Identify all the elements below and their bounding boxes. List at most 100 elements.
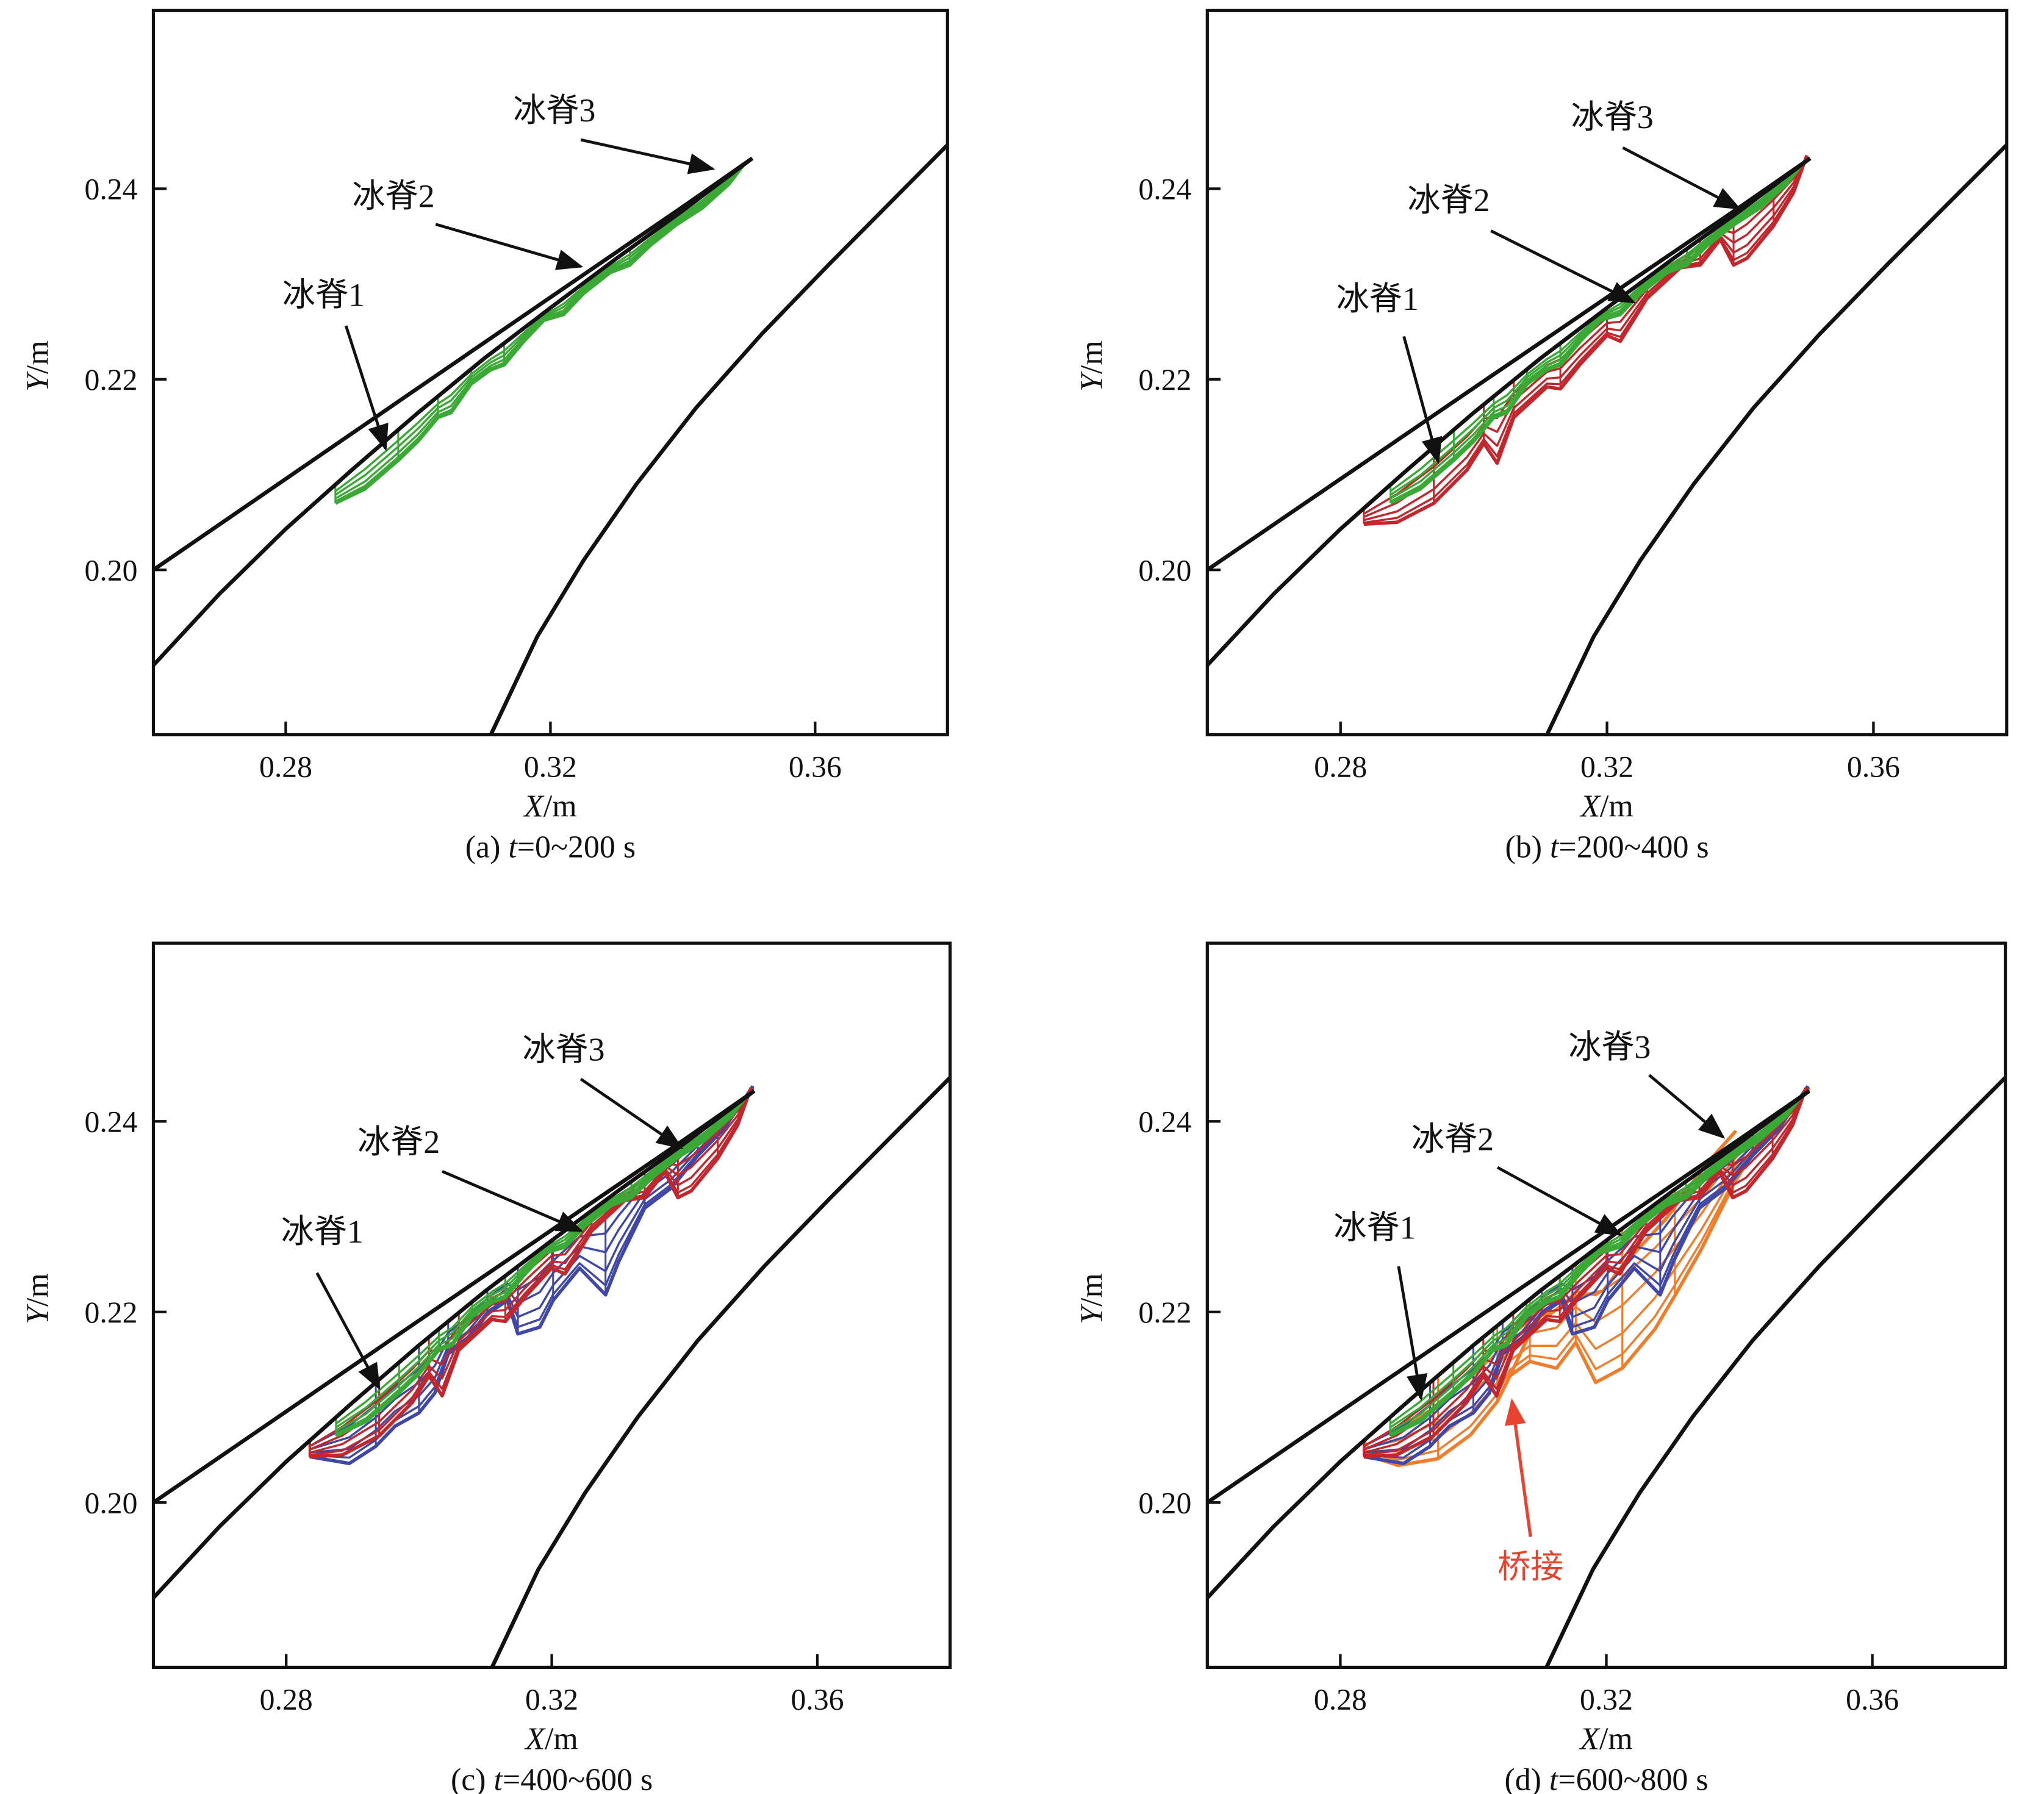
plot-area xyxy=(153,143,948,735)
caption-var: t xyxy=(508,830,518,865)
ice-growth-line-green xyxy=(335,1094,749,1432)
x-axis-unit: /m xyxy=(545,1721,578,1756)
x-tick-label: 0.28 xyxy=(259,750,312,784)
panel-d: 0.28 0.32 0.360.200.220.24X/mY/m(d) t=600~… xyxy=(1074,941,2007,1794)
x-tick-label: 0.36 xyxy=(1847,750,1900,784)
y-axis-unit: /m xyxy=(1074,1273,1109,1307)
ice-outline-orange xyxy=(1364,1086,1811,1468)
y-axis-label: Y/m xyxy=(1074,1273,1109,1324)
slat-lower-line xyxy=(153,1089,756,1599)
slat-lower-line xyxy=(153,156,754,667)
x-axis-label: X/m xyxy=(524,1721,578,1756)
annotation-ridge2: 冰脊2 xyxy=(357,1124,440,1160)
y-axis-unit: /m xyxy=(1074,340,1109,374)
x-axis-var: X xyxy=(1579,789,1601,824)
y-tick-label: 0.22 xyxy=(85,1296,138,1329)
y-axis-var: Y xyxy=(1074,371,1109,392)
annotation-ridge1: 冰脊1 xyxy=(1333,1210,1416,1246)
y-tick-label: 0.22 xyxy=(1138,1296,1191,1329)
annotation-ridge2: 冰脊2 xyxy=(1408,182,1490,218)
x-tick-label: 0.28 xyxy=(260,1683,313,1717)
ice-growth-line-green xyxy=(335,162,747,500)
y-axis-label: Y/m xyxy=(1074,340,1109,392)
ice-outline-green xyxy=(334,161,747,505)
ice-outline-blue xyxy=(1364,1085,1810,1465)
caption-suffix: =200~400 s xyxy=(1558,830,1709,865)
ice-growth-line-green xyxy=(335,1094,748,1429)
slat-upper-line xyxy=(153,156,754,572)
annotation-arrow-ridge1 xyxy=(1402,335,1443,465)
panel-caption: (a) t=0~200 s xyxy=(465,830,636,865)
caption-suffix: =400~600 s xyxy=(503,1763,653,1794)
x-axis-var: X xyxy=(1579,1721,1601,1756)
annotation-arrow-ridge1 xyxy=(315,1272,381,1390)
panel-c: 0.28 0.32 0.360.200.220.24X/mY/m(c) t=400~… xyxy=(20,941,952,1794)
slat-upper-line xyxy=(1207,1089,1810,1504)
ice-growth-line-green xyxy=(1390,1094,1804,1429)
caption-var: t xyxy=(1549,1763,1559,1794)
caption-suffix: =0~200 s xyxy=(517,830,636,865)
plot-area xyxy=(153,1076,950,1668)
y-tick-label: 0.20 xyxy=(85,1486,138,1520)
x-axis-label: X/m xyxy=(1579,789,1633,824)
main-element-line xyxy=(490,1076,950,1668)
annotation-arrow-ridge3 xyxy=(1648,1074,1726,1139)
plot-area xyxy=(1207,143,2007,735)
annotation-arrow-bridge xyxy=(1504,1398,1532,1537)
slat-lower-line xyxy=(1207,1089,1811,1599)
slat-lower-line xyxy=(1207,156,1812,667)
x-tick-label: 0.36 xyxy=(789,750,842,784)
annotation-ridge2: 冰脊2 xyxy=(353,178,435,215)
panel-caption: (d) t=600~800 s xyxy=(1504,1763,1708,1794)
y-axis-unit: /m xyxy=(20,1273,55,1307)
y-tick-label: 0.20 xyxy=(1138,1486,1191,1520)
annotation-arrow-ridge1 xyxy=(344,325,389,451)
x-axis-unit: /m xyxy=(543,789,577,824)
x-axis-unit: /m xyxy=(1600,789,1633,824)
annotation-ridge1: 冰脊1 xyxy=(1336,281,1419,317)
x-axis-label: X/m xyxy=(1579,1721,1632,1756)
annotation-ridge3: 冰脊3 xyxy=(1568,1028,1651,1065)
caption-prefix: (b) xyxy=(1505,830,1550,865)
y-tick-label: 0.20 xyxy=(1138,554,1191,587)
ice-outline-red xyxy=(1363,154,1809,526)
y-axis-label: Y/m xyxy=(20,340,55,392)
x-tick-label: 0.28 xyxy=(1314,750,1367,784)
annotation-ridge3: 冰脊3 xyxy=(513,92,595,129)
x-tick-label: 0.32 xyxy=(1580,1683,1633,1717)
annotation-ridge3: 冰脊3 xyxy=(1571,99,1654,135)
panel-caption: (b) t=200~400 s xyxy=(1505,830,1709,865)
panel-caption: (c) t=400~600 s xyxy=(451,1763,653,1794)
y-tick-label: 0.24 xyxy=(1138,1105,1191,1139)
ice-growth-line-green xyxy=(334,162,747,492)
x-axis-var: X xyxy=(524,1721,546,1756)
slat-upper-line xyxy=(1207,156,1812,572)
ice-outline-red xyxy=(309,1087,753,1459)
ice-growth-line-green xyxy=(1390,162,1805,496)
ice-outline-green xyxy=(1390,161,1806,505)
x-axis-var: X xyxy=(523,789,545,824)
annotation-ridge3: 冰脊3 xyxy=(522,1032,604,1068)
y-tick-label: 0.22 xyxy=(85,363,138,396)
main-element-line xyxy=(1544,1076,2006,1668)
caption-var: t xyxy=(1550,830,1560,865)
ice-outline-blue xyxy=(309,1085,755,1465)
y-axis-unit: /m xyxy=(20,340,55,374)
ice-outline-red xyxy=(1363,1087,1808,1459)
ice-growth-line-green xyxy=(1390,1094,1804,1432)
y-axis-label: Y/m xyxy=(20,1273,55,1324)
ice-growth-line-green xyxy=(1390,1094,1804,1425)
y-tick-label: 0.22 xyxy=(1138,363,1191,396)
ice-growth-line-green xyxy=(335,1094,748,1425)
x-tick-label: 0.36 xyxy=(791,1683,844,1717)
x-tick-label: 0.36 xyxy=(1846,1683,1899,1717)
caption-prefix: (c) xyxy=(451,1763,494,1794)
x-axis-label: X/m xyxy=(523,789,576,824)
y-axis-var: Y xyxy=(20,371,55,392)
y-tick-label: 0.24 xyxy=(1138,173,1191,206)
ice-outline-green xyxy=(1389,1093,1804,1438)
ice-outline-green xyxy=(335,1093,749,1438)
main-element-line xyxy=(1545,143,2007,735)
panel-b: 0.28 0.32 0.360.200.220.24X/mY/m(b) t=200~… xyxy=(1074,9,2009,865)
